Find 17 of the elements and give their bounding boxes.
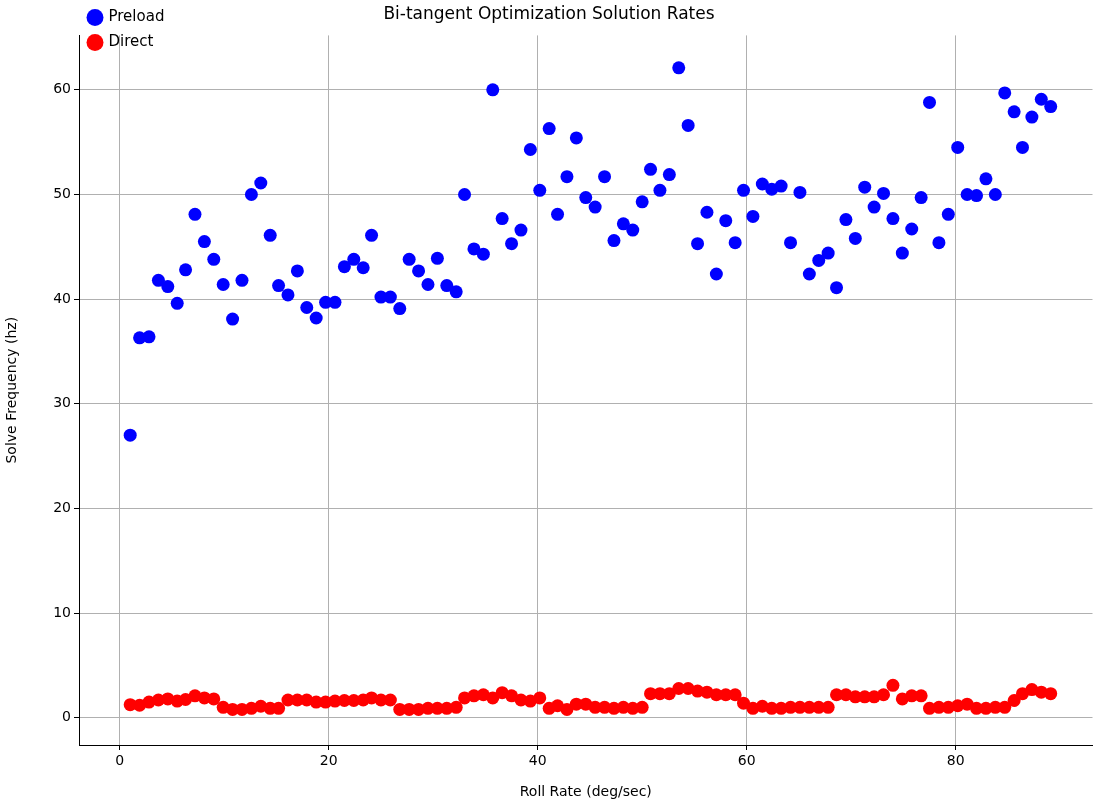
x-tick-label: 0 bbox=[115, 752, 125, 769]
y-tick-label: 40 bbox=[53, 289, 71, 306]
y-tick-label: 60 bbox=[53, 80, 71, 97]
y-tick-label: 0 bbox=[62, 708, 71, 725]
x-tick-label: 80 bbox=[946, 752, 965, 769]
x-axis-title: Roll Rate (deg/sec) bbox=[519, 783, 652, 800]
x-tick-label: 20 bbox=[319, 752, 338, 769]
legend-label: Preload bbox=[108, 7, 165, 26]
y-tick-label: 10 bbox=[53, 603, 71, 620]
y-tick-label: 50 bbox=[53, 185, 71, 202]
legend-label: Direct bbox=[108, 32, 154, 51]
x-tick-label: 60 bbox=[737, 752, 756, 769]
y-axis-title: Solve Frequency (hz) bbox=[3, 316, 20, 464]
y-tick-label: 20 bbox=[53, 499, 71, 516]
x-tick-label: 40 bbox=[528, 752, 547, 769]
chart-title: Bi-tangent Optimization Solution Rates bbox=[383, 2, 715, 23]
y-tick-label: 30 bbox=[53, 394, 71, 411]
